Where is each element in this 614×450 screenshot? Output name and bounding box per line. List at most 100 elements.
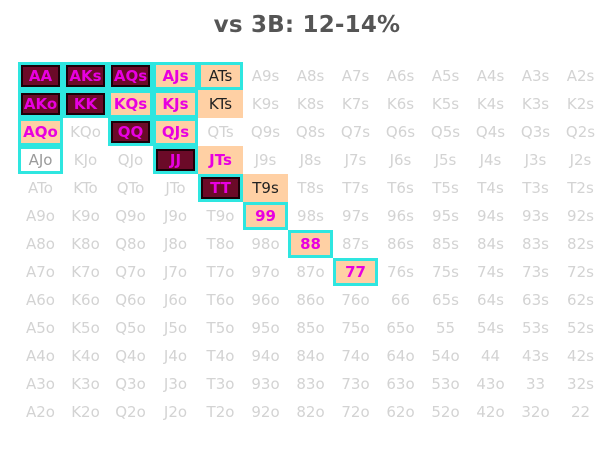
hand-cell[interactable]: K7o [63, 258, 108, 286]
hand-cell[interactable]: 75o [333, 314, 378, 342]
hand-cell[interactable]: Q2o [108, 398, 153, 426]
hand-cell[interactable]: J8o [153, 230, 198, 258]
hand-cell[interactable]: K5s [423, 90, 468, 118]
hand-cell[interactable]: K9s [243, 90, 288, 118]
hand-cell[interactable]: 52o [423, 398, 468, 426]
hand-cell[interactable]: J6o [153, 286, 198, 314]
hand-cell[interactable]: 93s [513, 202, 558, 230]
hand-cell[interactable]: 85s [423, 230, 468, 258]
hand-cell[interactable]: 97s [333, 202, 378, 230]
hand-cell[interactable]: 43s [513, 342, 558, 370]
hand-cell[interactable]: 94o [243, 342, 288, 370]
hand-cell[interactable]: A6s [378, 62, 423, 90]
hand-cell[interactable]: 62s [558, 286, 603, 314]
hand-cell[interactable]: 64o [378, 342, 423, 370]
hand-cell[interactable]: T7o [198, 258, 243, 286]
hand-cell[interactable]: K7s [333, 90, 378, 118]
hand-cell[interactable]: KK [63, 90, 108, 118]
hand-cell[interactable]: A4o [18, 342, 63, 370]
hand-cell[interactable]: 95s [423, 202, 468, 230]
hand-cell[interactable]: K2s [558, 90, 603, 118]
hand-cell[interactable]: 86s [378, 230, 423, 258]
hand-cell[interactable]: ATo [18, 174, 63, 202]
hand-cell[interactable]: 97o [243, 258, 288, 286]
hand-cell[interactable]: 64s [468, 286, 513, 314]
hand-cell[interactable]: 87o [288, 258, 333, 286]
hand-cell[interactable]: 42s [558, 342, 603, 370]
hand-cell[interactable]: J3o [153, 370, 198, 398]
hand-cell[interactable]: Q3s [513, 118, 558, 146]
hand-cell[interactable]: 99 [243, 202, 288, 230]
hand-cell[interactable]: J2o [153, 398, 198, 426]
hand-cell[interactable]: J6s [378, 146, 423, 174]
hand-cell[interactable]: 74s [468, 258, 513, 286]
hand-cell[interactable]: 84o [288, 342, 333, 370]
hand-cell[interactable]: KQs [108, 90, 153, 118]
hand-cell[interactable]: A5s [423, 62, 468, 90]
hand-cell[interactable]: 83s [513, 230, 558, 258]
hand-cell[interactable]: QTs [198, 118, 243, 146]
hand-cell[interactable]: T5s [423, 174, 468, 202]
hand-cell[interactable]: T6o [198, 286, 243, 314]
hand-cell[interactable]: 53s [513, 314, 558, 342]
hand-cell[interactable]: J8s [288, 146, 333, 174]
hand-cell[interactable]: 72o [333, 398, 378, 426]
hand-cell[interactable]: J2s [558, 146, 603, 174]
hand-cell[interactable]: T3o [198, 370, 243, 398]
hand-cell[interactable]: K3s [513, 90, 558, 118]
hand-cell[interactable]: Q8o [108, 230, 153, 258]
hand-cell[interactable]: Q6s [378, 118, 423, 146]
hand-cell[interactable]: 82o [288, 398, 333, 426]
hand-cell[interactable]: 93o [243, 370, 288, 398]
hand-cell[interactable]: 53o [423, 370, 468, 398]
hand-cell[interactable]: K3o [63, 370, 108, 398]
hand-cell[interactable]: 76o [333, 286, 378, 314]
hand-cell[interactable]: J4o [153, 342, 198, 370]
hand-cell[interactable]: K6o [63, 286, 108, 314]
hand-cell[interactable]: 62o [378, 398, 423, 426]
hand-cell[interactable]: K4s [468, 90, 513, 118]
hand-cell[interactable]: 95o [243, 314, 288, 342]
hand-cell[interactable]: J3s [513, 146, 558, 174]
hand-cell[interactable]: 65s [423, 286, 468, 314]
hand-cell[interactable]: J4s [468, 146, 513, 174]
hand-cell[interactable]: 94s [468, 202, 513, 230]
hand-cell[interactable]: KJs [153, 90, 198, 118]
hand-cell[interactable]: 32o [513, 398, 558, 426]
hand-cell[interactable]: T8s [288, 174, 333, 202]
hand-cell[interactable]: KJo [63, 146, 108, 174]
hand-cell[interactable]: KQo [63, 118, 108, 146]
hand-cell[interactable]: Q4o [108, 342, 153, 370]
hand-cell[interactable]: Q5o [108, 314, 153, 342]
hand-cell[interactable]: 44 [468, 342, 513, 370]
hand-cell[interactable]: 87s [333, 230, 378, 258]
hand-cell[interactable]: K9o [63, 202, 108, 230]
hand-cell[interactable]: 54s [468, 314, 513, 342]
hand-cell[interactable]: Q3o [108, 370, 153, 398]
hand-cell[interactable]: J5s [423, 146, 468, 174]
hand-cell[interactable]: 63o [378, 370, 423, 398]
hand-cell[interactable]: K2o [63, 398, 108, 426]
hand-cell[interactable]: QQ [108, 118, 153, 146]
hand-cell[interactable]: JTs [198, 146, 243, 174]
hand-cell[interactable]: 72s [558, 258, 603, 286]
hand-cell[interactable]: A9o [18, 202, 63, 230]
hand-cell[interactable]: 77 [333, 258, 378, 286]
hand-cell[interactable]: 82s [558, 230, 603, 258]
hand-cell[interactable]: Q9o [108, 202, 153, 230]
hand-cell[interactable]: T9s [243, 174, 288, 202]
hand-cell[interactable]: 75s [423, 258, 468, 286]
hand-cell[interactable]: KTo [63, 174, 108, 202]
hand-cell[interactable]: 84s [468, 230, 513, 258]
hand-cell[interactable]: A3o [18, 370, 63, 398]
hand-cell[interactable]: 42o [468, 398, 513, 426]
hand-cell[interactable]: T2o [198, 398, 243, 426]
hand-cell[interactable]: AKs [63, 62, 108, 90]
hand-cell[interactable]: Q8s [288, 118, 333, 146]
hand-cell[interactable]: 73o [333, 370, 378, 398]
hand-cell[interactable]: 74o [333, 342, 378, 370]
hand-cell[interactable]: TT [198, 174, 243, 202]
hand-cell[interactable]: A5o [18, 314, 63, 342]
hand-cell[interactable]: 65o [378, 314, 423, 342]
hand-cell[interactable]: J7s [333, 146, 378, 174]
